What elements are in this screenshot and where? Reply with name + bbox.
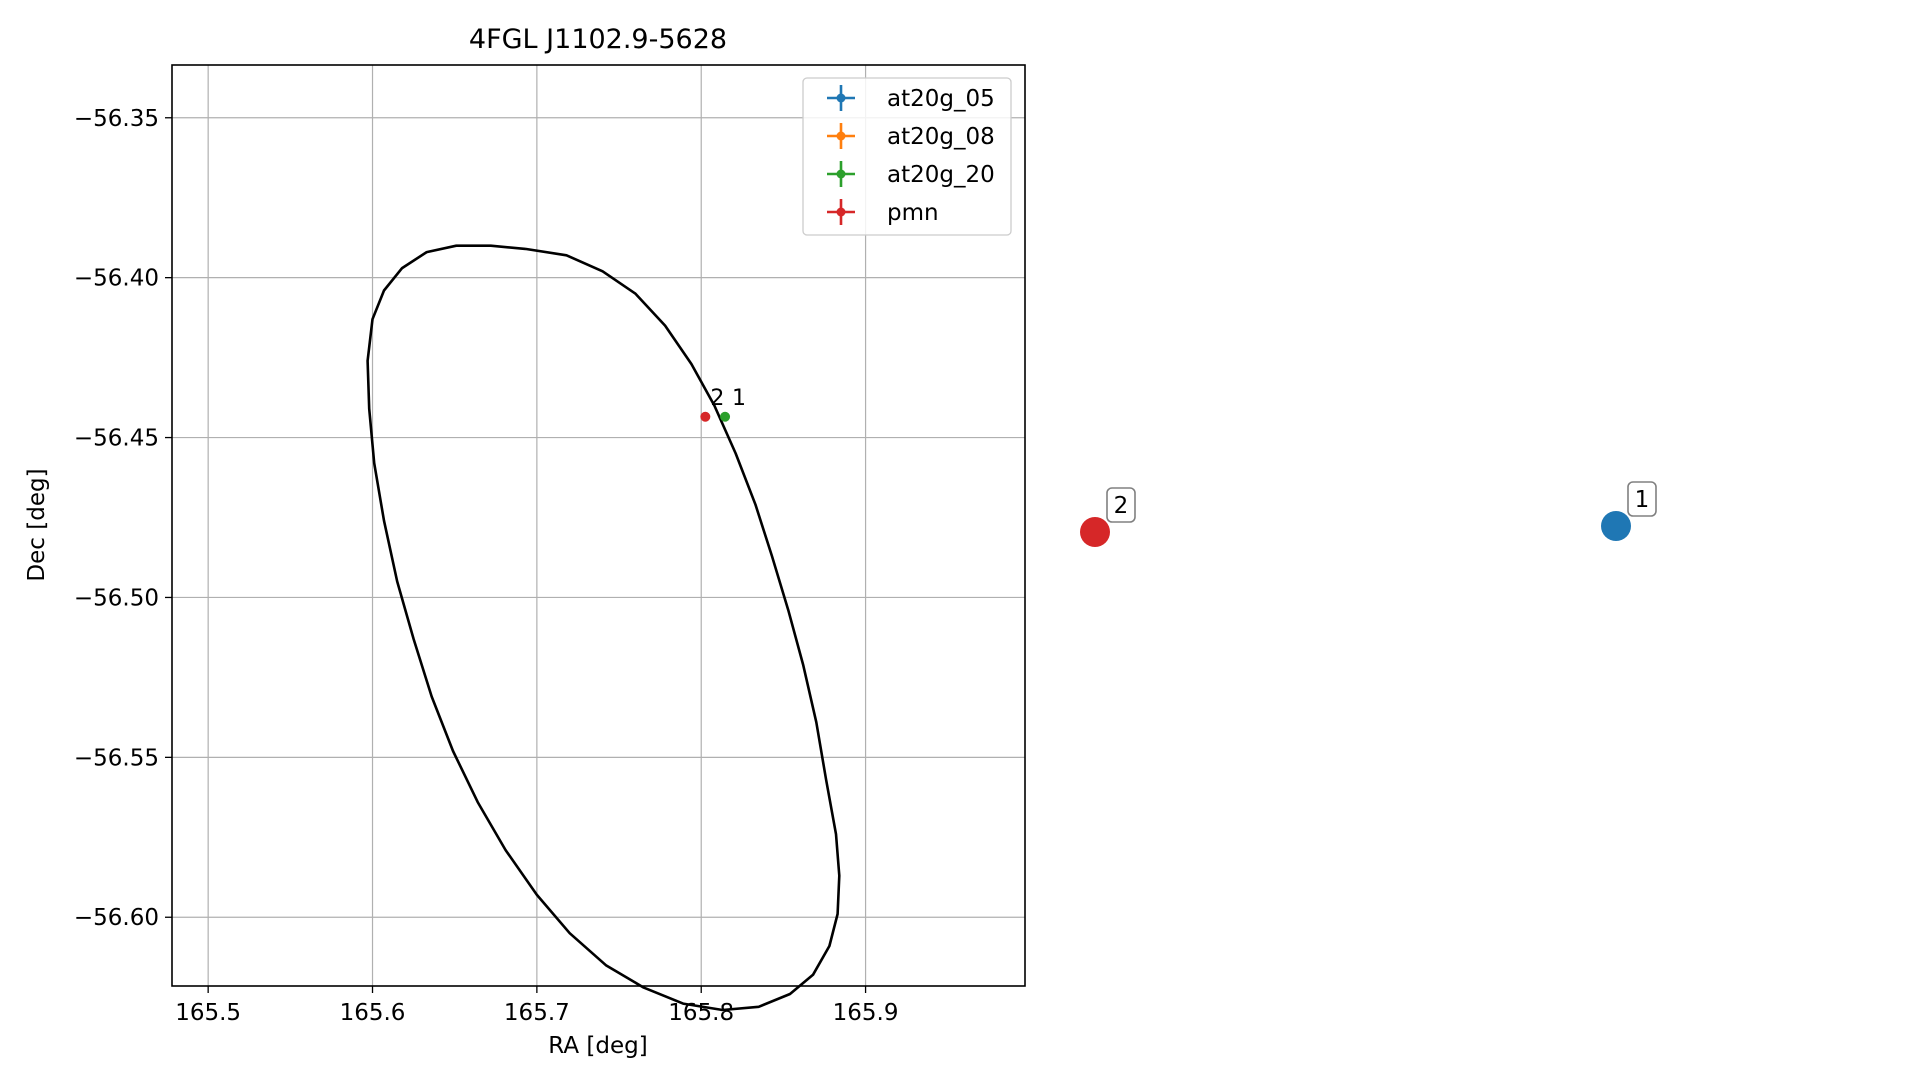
y-axis-label: Dec [deg]: [24, 468, 50, 581]
source-points: 12: [700, 386, 746, 422]
legend-label: pmn: [887, 200, 939, 226]
y-tick-label: −56.35: [74, 106, 159, 132]
off-axes-label-box: [1627, 481, 1657, 517]
legend-marker-dot: [836, 131, 846, 141]
y-tick-label: −56.45: [74, 426, 159, 452]
data-point-at20g_20: [720, 411, 731, 422]
legend-label: at20g_08: [887, 124, 995, 150]
error-ellipse: [366, 244, 841, 1012]
off-axes-dot-1: [1601, 511, 1631, 541]
off-axes-dot-2: [1080, 517, 1110, 547]
y-axis-ticks: −56.35 −56.40 −56.45 −56.50 −56.55 −56.60: [74, 106, 172, 931]
legend-label: at20g_05: [887, 86, 995, 112]
legend-box: [802, 77, 1012, 236]
off-axes-label: 1: [1635, 487, 1650, 513]
data-point-pmn: [700, 411, 711, 422]
x-tick-label: 165.7: [504, 1000, 570, 1026]
x-tick-label: 165.6: [340, 1000, 406, 1026]
legend-label: at20g_20: [887, 162, 995, 188]
y-tick-label: −56.60: [74, 905, 159, 931]
y-tick-label: −56.40: [74, 266, 159, 292]
x-tick-label: 165.9: [833, 1000, 899, 1026]
x-tick-label: 165.5: [175, 1000, 241, 1026]
x-tick-label: 165.8: [668, 1000, 734, 1026]
point-label: 2: [710, 386, 724, 411]
off-axes-label-box: [1106, 487, 1136, 523]
x-axis-ticks: 165.5 165.6 165.7 165.8 165.9: [175, 986, 899, 1026]
plot-frame: [171, 64, 1026, 987]
off-axes-label: 2: [1114, 493, 1129, 519]
chart-title: 4FGL J1102.9-5628: [469, 24, 727, 55]
legend-marker-dot: [836, 207, 846, 217]
legend-marker-dot: [836, 93, 846, 103]
legend-marker-dot: [836, 169, 846, 179]
y-tick-label: −56.50: [74, 585, 159, 611]
y-tick-label: −56.55: [74, 745, 159, 771]
point-label: 1: [732, 386, 746, 411]
x-axis-label: RA [deg]: [548, 1033, 647, 1059]
grid-lines: [172, 65, 1025, 986]
